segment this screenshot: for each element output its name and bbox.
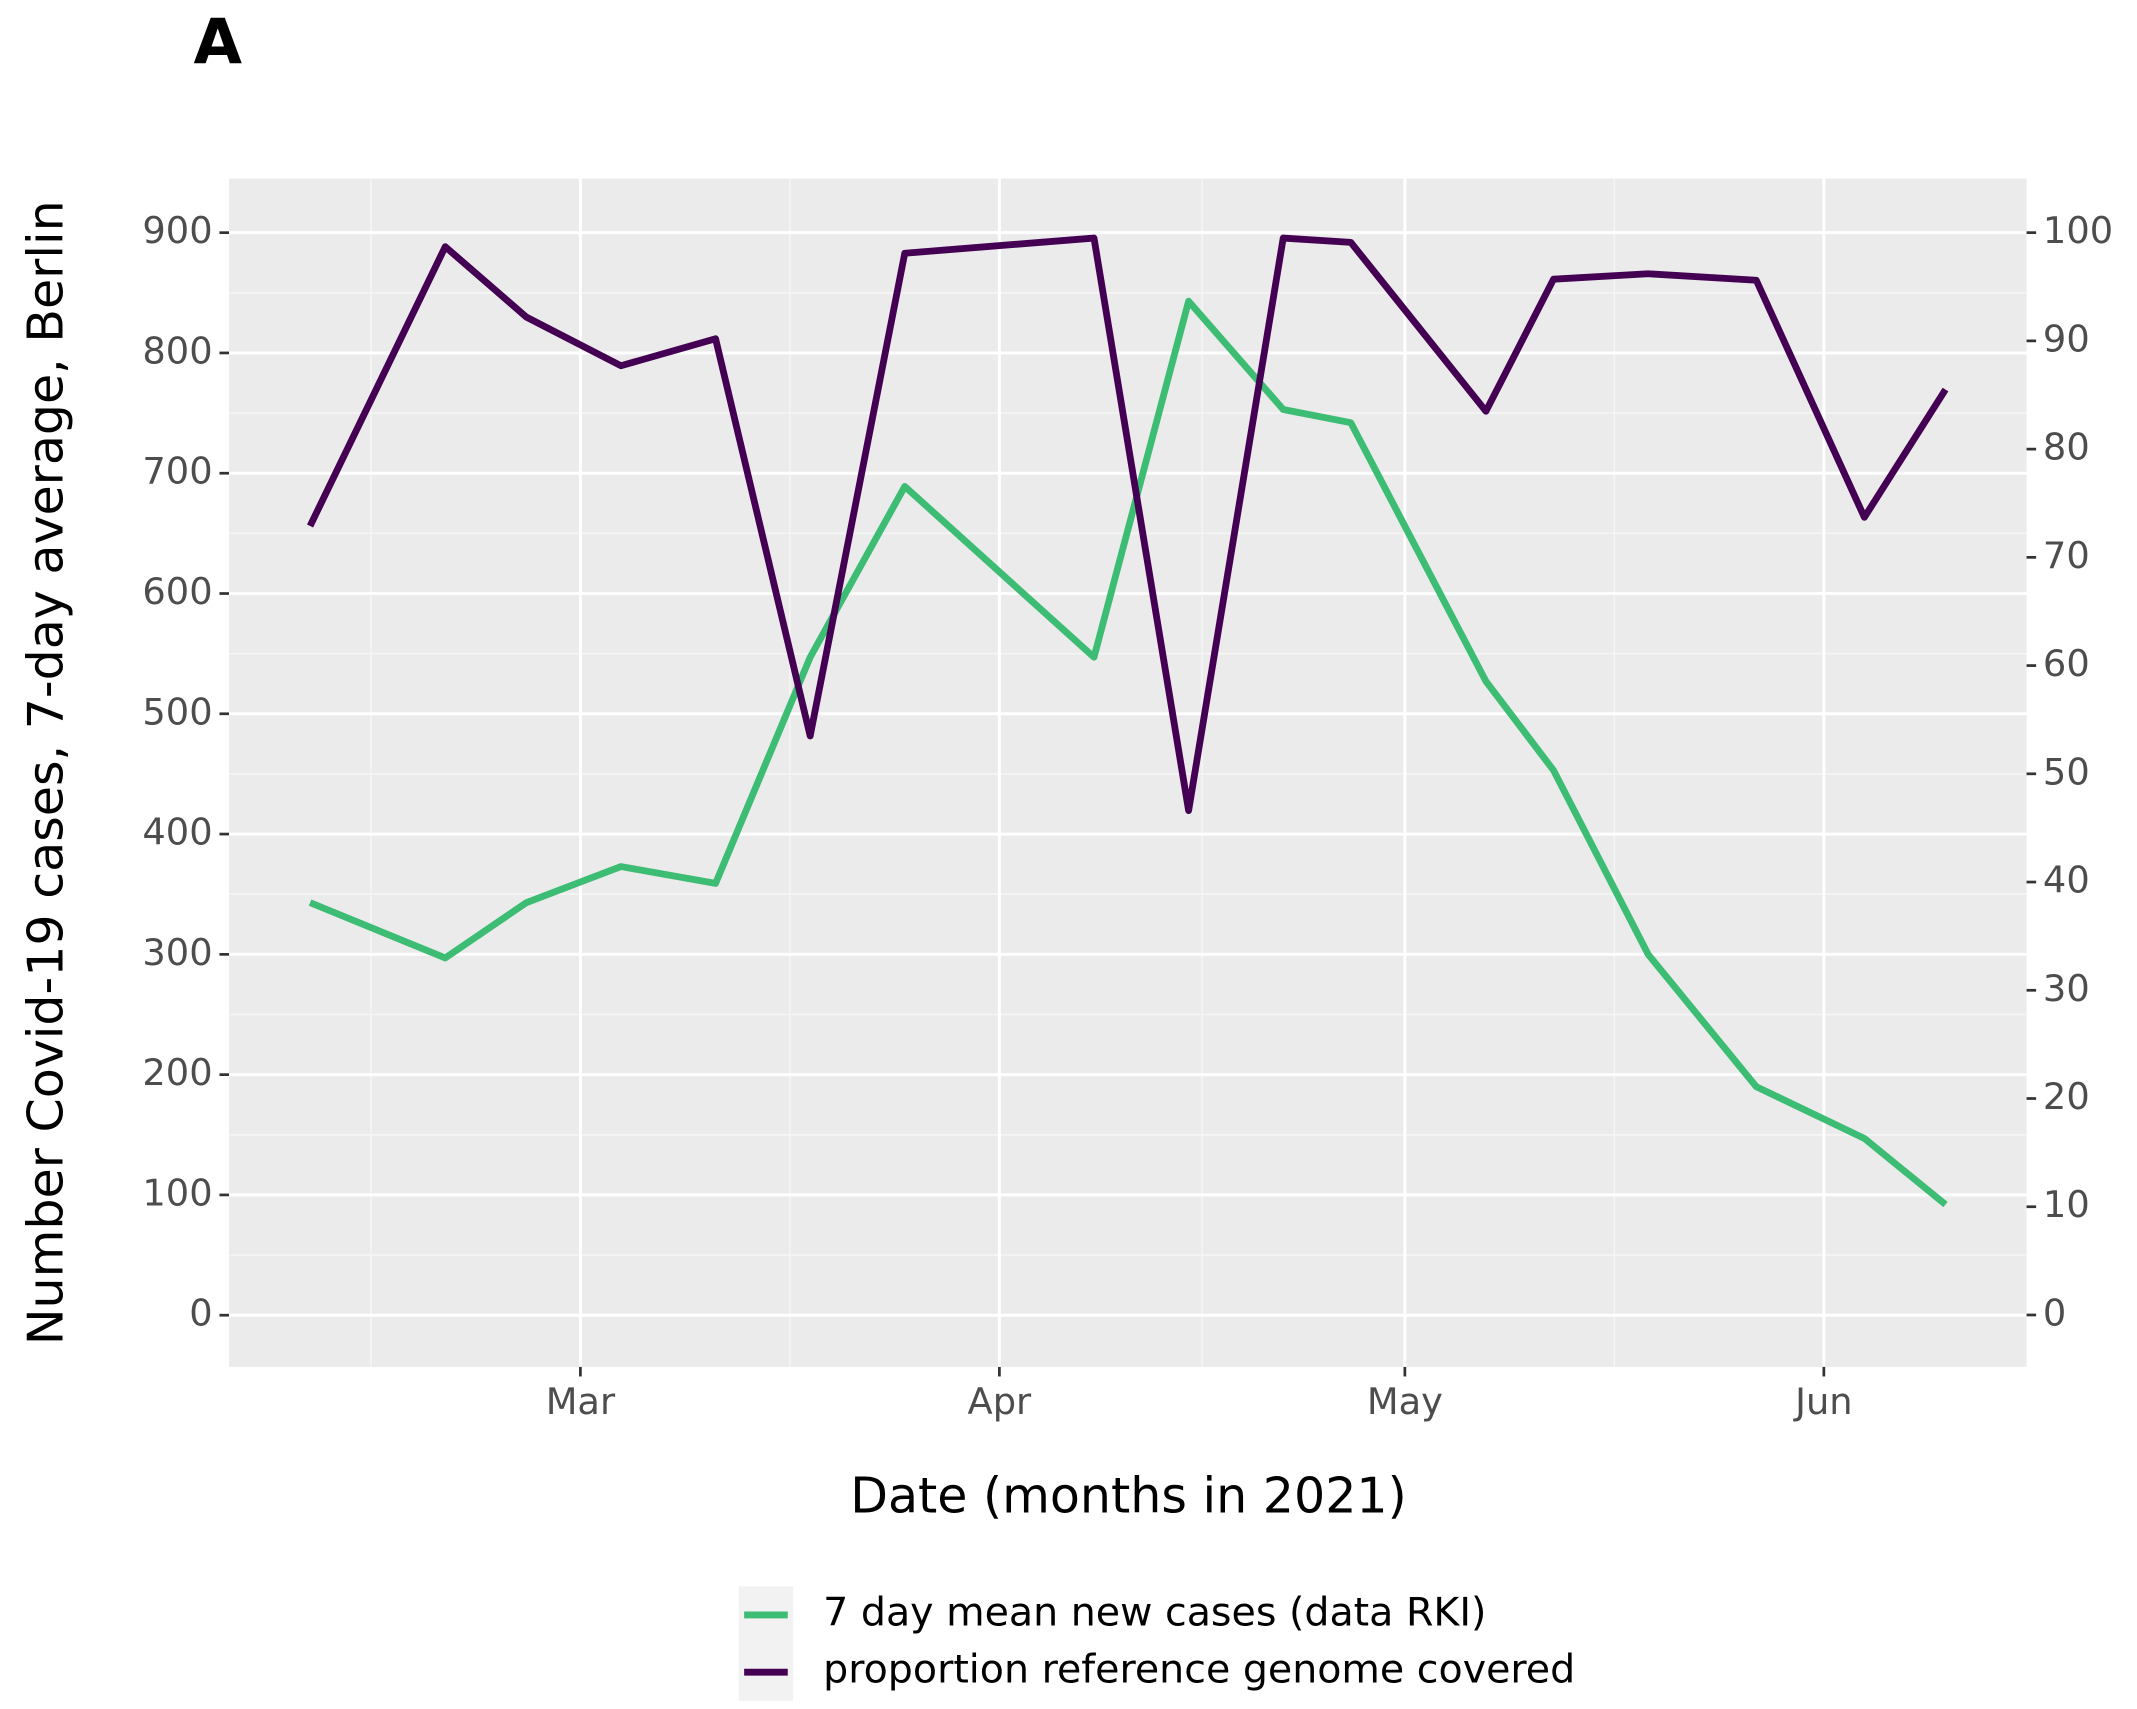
y2-tick-label: 50 xyxy=(2043,750,2090,793)
x-tick-label: May xyxy=(1367,1380,1443,1423)
legend-label: 7 day mean new cases (data RKI) xyxy=(823,1589,1486,1635)
x-tick-label: Mar xyxy=(546,1380,616,1423)
y-tick-label: 500 xyxy=(142,690,212,733)
plot-background xyxy=(228,178,2027,1367)
panel-label: A xyxy=(194,5,243,78)
x-tick-label: Apr xyxy=(968,1380,1033,1423)
y2-tick-label: 100 xyxy=(2043,209,2113,252)
y2-tick-label: 60 xyxy=(2043,642,2090,685)
x-axis-title: Date (months in 2021) xyxy=(850,1467,1407,1525)
y2-tick-label: 70 xyxy=(2043,534,2090,577)
y-tick-label: 700 xyxy=(142,450,212,493)
y-axis-title: Number Covid-19 cases, 7-day average, Be… xyxy=(17,200,75,1345)
y2-tick-label: 80 xyxy=(2043,426,2090,469)
y-tick-label: 300 xyxy=(142,931,212,974)
line xyxy=(308,297,1948,1208)
y-tick-label: 800 xyxy=(142,329,212,372)
y-tick-label: 900 xyxy=(142,209,212,252)
x-tick-label: Jun xyxy=(1793,1380,1852,1423)
line xyxy=(307,234,1949,815)
y-tick-label: 100 xyxy=(142,1171,212,1214)
y2-tick-label: 40 xyxy=(2043,859,2090,902)
y2-tick-label: 90 xyxy=(2043,317,2090,360)
legend-label: proportion reference genome covered xyxy=(823,1647,1575,1693)
y2-tick-label: 10 xyxy=(2043,1183,2090,1226)
y-tick-label: 0 xyxy=(189,1292,212,1335)
y2-tick-label: 20 xyxy=(2043,1075,2090,1118)
y-tick-label: 600 xyxy=(142,570,212,613)
y-tick-label: 200 xyxy=(142,1051,212,1094)
y2-tick-label: 30 xyxy=(2043,967,2090,1010)
y2-tick-label: 0 xyxy=(2043,1291,2066,1334)
y-tick-label: 400 xyxy=(142,811,212,854)
